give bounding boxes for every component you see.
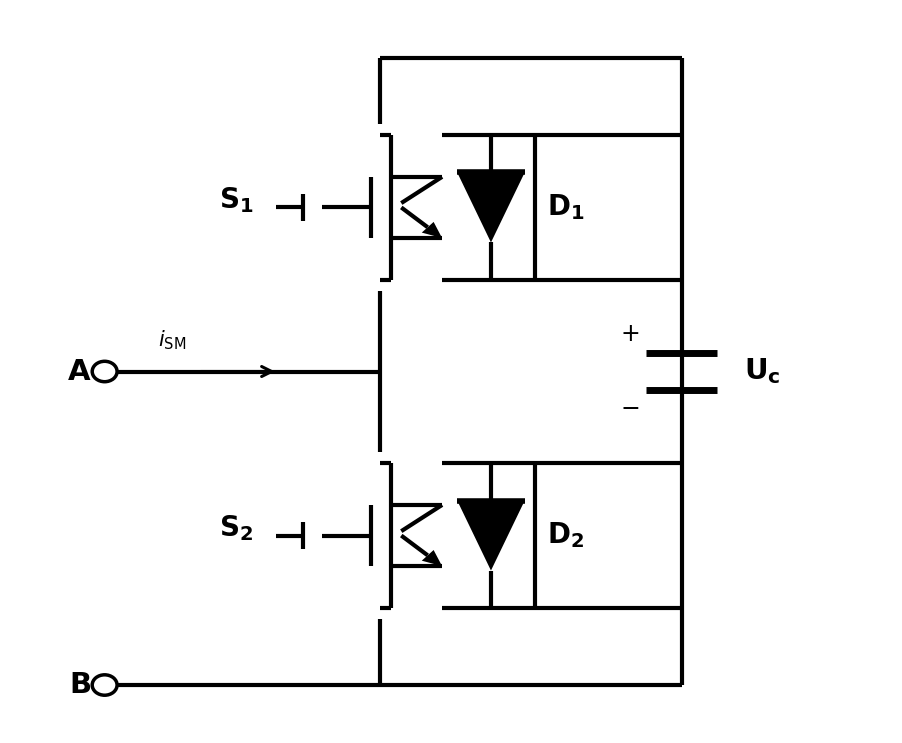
- Polygon shape: [457, 501, 525, 571]
- Text: $\mathbf{D_1}$: $\mathbf{D_1}$: [547, 192, 584, 222]
- Text: $\mathbf{D_2}$: $\mathbf{D_2}$: [547, 521, 584, 551]
- Text: $\mathbf{S_1}$: $\mathbf{S_1}$: [219, 185, 253, 215]
- Text: $\mathbf{A}$: $\mathbf{A}$: [67, 357, 91, 386]
- Text: $\mathbf{S_2}$: $\mathbf{S_2}$: [219, 513, 253, 543]
- Polygon shape: [422, 222, 442, 238]
- Text: $i_{\mathrm{SM}}$: $i_{\mathrm{SM}}$: [158, 328, 186, 352]
- Text: $\mathbf{U_c}$: $\mathbf{U_c}$: [744, 357, 781, 386]
- Polygon shape: [422, 550, 442, 566]
- Text: $\mathbf{B}$: $\mathbf{B}$: [69, 671, 91, 699]
- Text: +: +: [621, 322, 640, 346]
- Text: −: −: [621, 397, 640, 421]
- Polygon shape: [457, 172, 525, 242]
